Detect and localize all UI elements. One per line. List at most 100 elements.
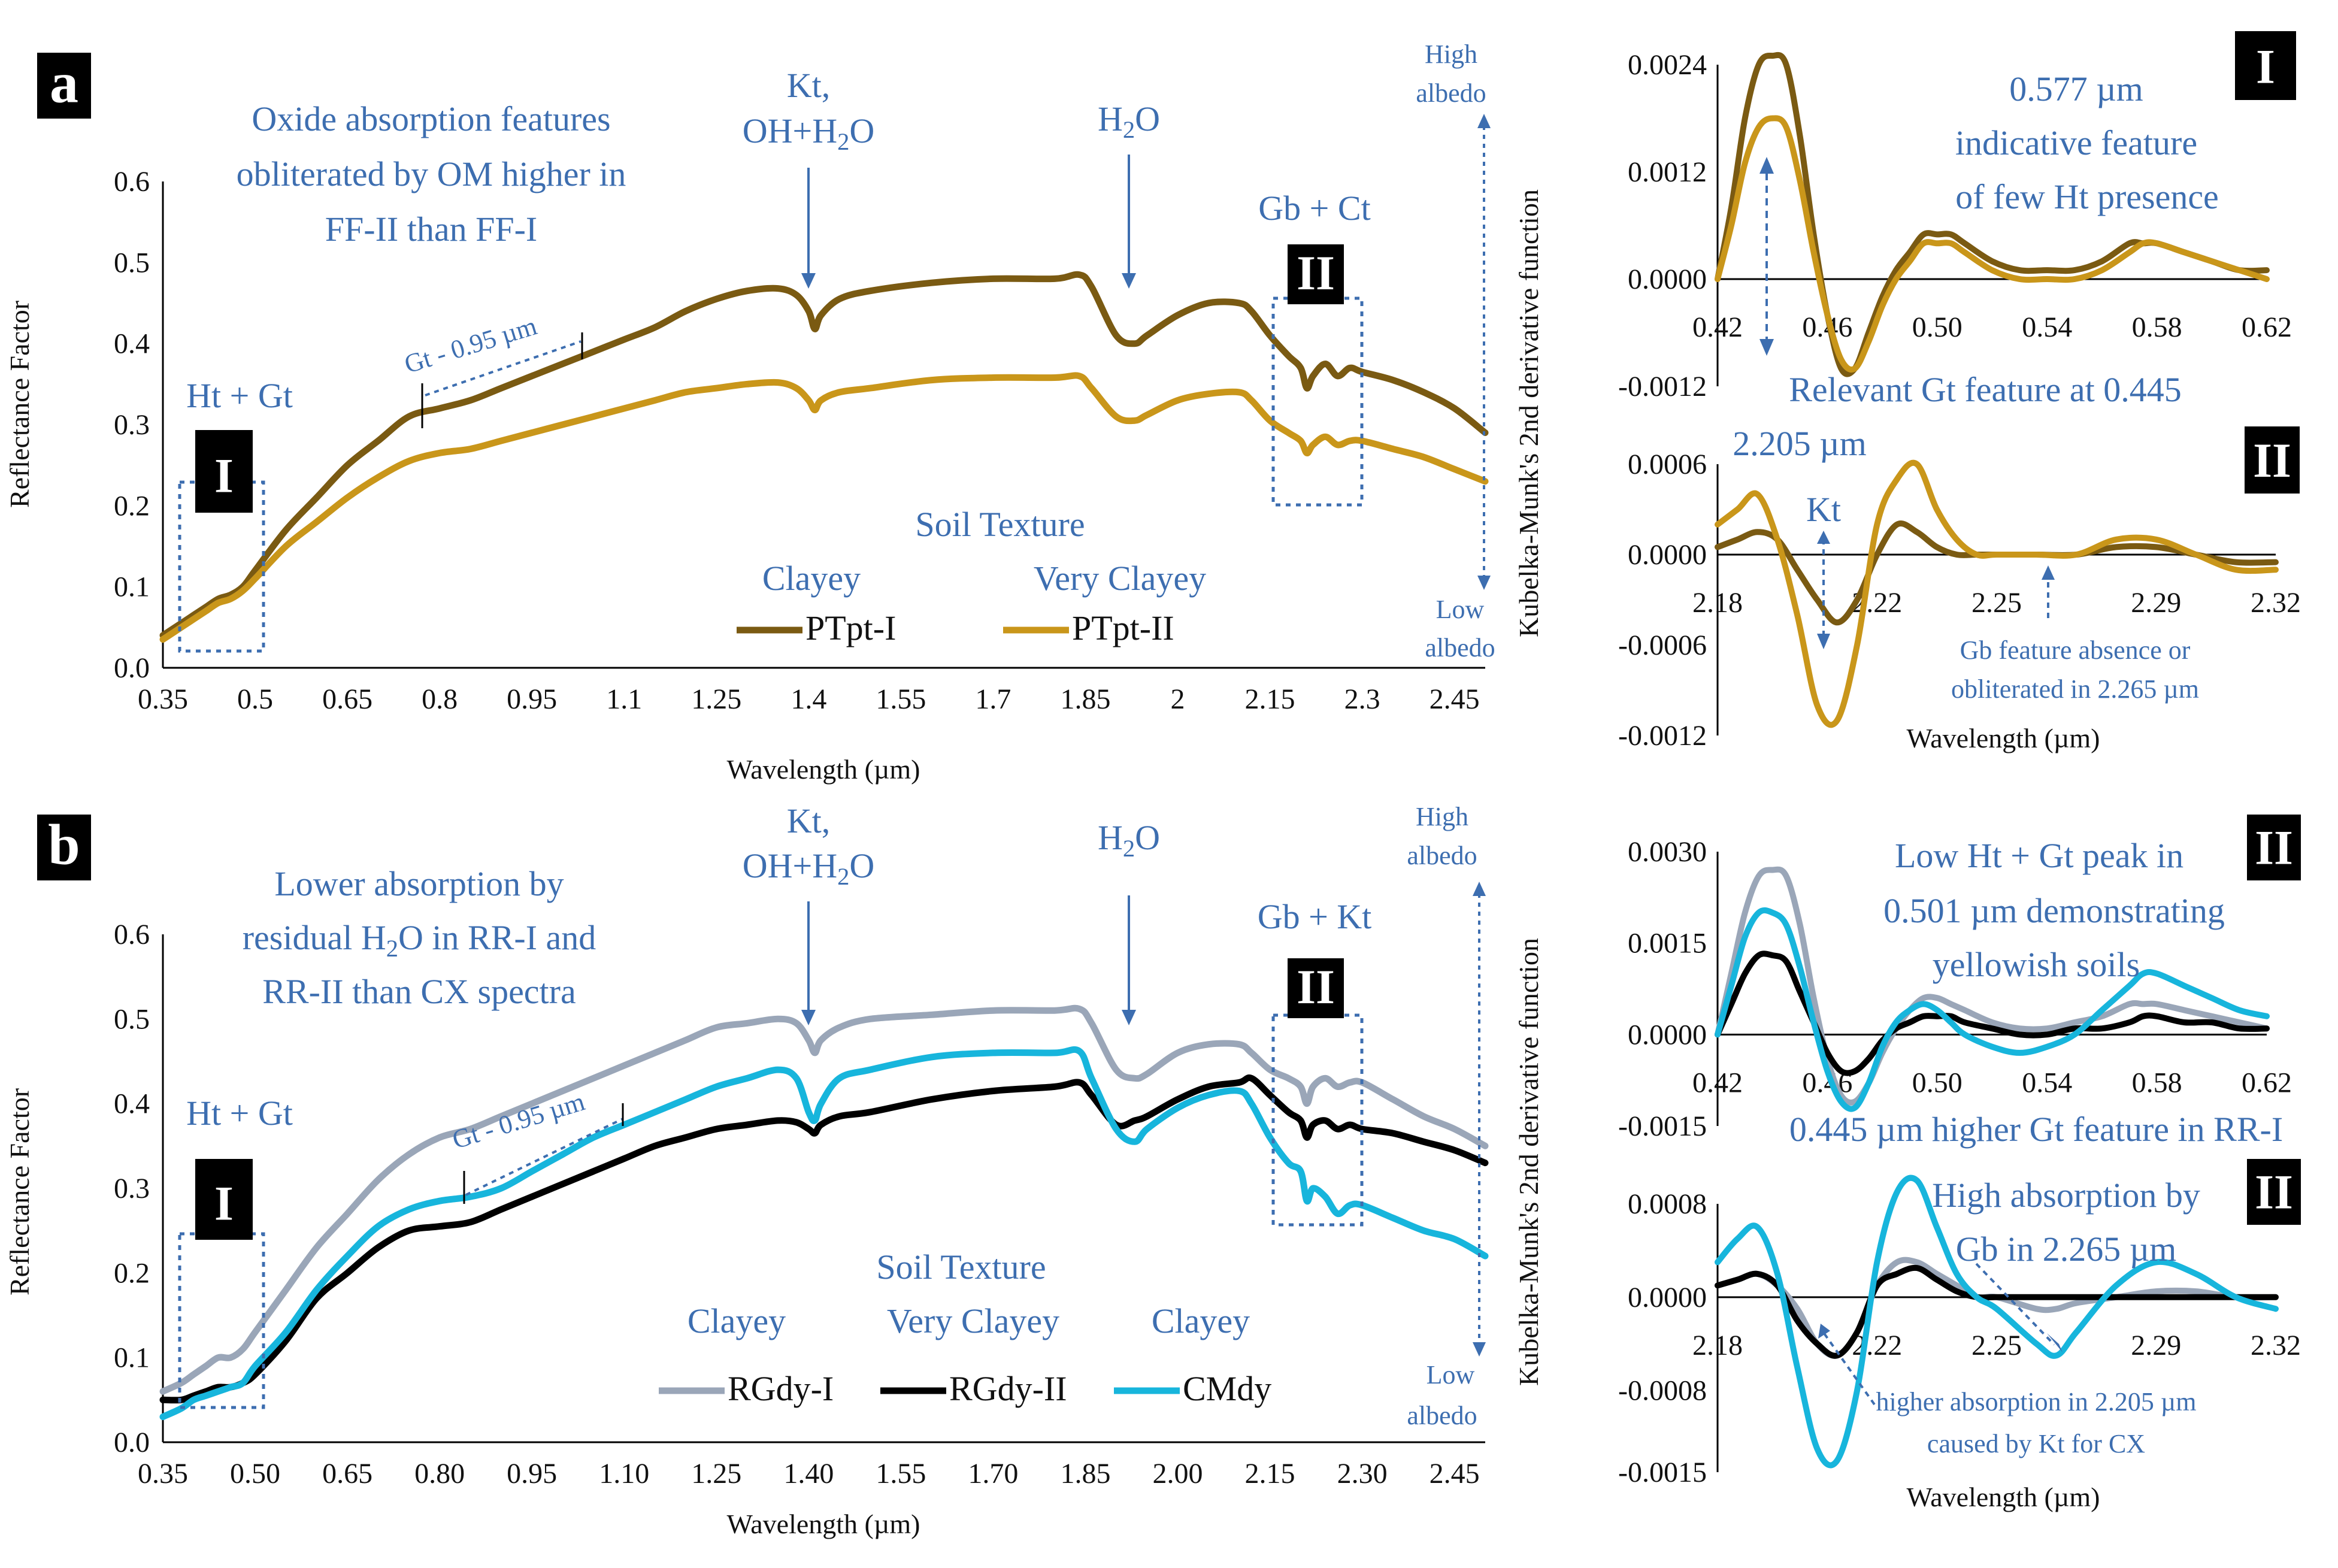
box-I-tag-b-bg xyxy=(195,1159,253,1240)
gb-high-arrow-head xyxy=(2047,1333,2063,1352)
albedo-arrow-b-up xyxy=(1473,882,1486,896)
x-tick-label: 2.15 xyxy=(1245,683,1295,715)
x-tick-label: 0.50 xyxy=(1912,311,1963,343)
lower-annotation: Lower absorption by xyxy=(274,864,564,903)
x-tick-label: 2.25 xyxy=(1971,587,2022,619)
roman-tag-b-I-bg xyxy=(2247,815,2301,880)
panel-label-a: a xyxy=(50,51,78,115)
kt-high-arrow-head xyxy=(1818,1324,1830,1339)
feature-annotation: 0.577 µm xyxy=(2009,69,2143,108)
x-tick-label: 2.45 xyxy=(1430,683,1480,715)
feature-annotation: indicative feature xyxy=(1955,123,2197,162)
kt-sub-label: Kt xyxy=(1806,490,1841,529)
low-albedo-label: albedo xyxy=(1425,633,1495,662)
y-tick-label: 0.0 xyxy=(114,652,150,684)
x-axis-title: Wavelength (µm) xyxy=(727,754,920,785)
ht-gt-label: Ht + Gt xyxy=(186,1094,293,1133)
kt-wavelength-label: 2.205 µm xyxy=(1733,424,1867,463)
oxide-annotation: Oxide absorption features xyxy=(252,99,610,138)
box-II-tag-a: II xyxy=(1297,246,1335,300)
gb-high-arrow xyxy=(1975,1263,2055,1346)
kt-sub-arrow-up xyxy=(1817,531,1830,544)
y-tick-label: -0.0015 xyxy=(1618,1110,1707,1142)
series-line-PTpt-II xyxy=(159,372,1489,643)
legend-title: Soil Texture xyxy=(915,505,1085,544)
x-tick-label: 1.85 xyxy=(1060,1458,1110,1490)
low-albedo-label: Low xyxy=(1436,595,1485,624)
y-tick-label: -0.0008 xyxy=(1618,1375,1707,1407)
x-tick-label: 2.00 xyxy=(1153,1458,1203,1490)
panel-label-b: b xyxy=(48,813,80,877)
y-tick-label: 0.0000 xyxy=(1628,264,1707,295)
series-line-PTpt-I xyxy=(159,271,1489,639)
y-tick-label: 0.6 xyxy=(114,166,150,198)
x-tick-label: 2.25 xyxy=(1971,1330,2022,1361)
x-tick-label: 0.80 xyxy=(414,1458,465,1490)
kt-label: Kt, xyxy=(787,66,831,105)
kt-high-annotation: higher absorption in 2.205 µm xyxy=(1876,1387,2197,1416)
y-tick-label: 0.3 xyxy=(114,1173,150,1204)
series-line-RGdy-II xyxy=(1715,1264,2279,1359)
y-tick-label: 0.0024 xyxy=(1628,49,1707,81)
x-tick-label: 1.25 xyxy=(691,1458,741,1490)
oxide-annotation: obliterated by OM higher in xyxy=(237,155,626,193)
high-albedo-label: High xyxy=(1425,40,1477,69)
texture-label: Clayey xyxy=(688,1301,786,1340)
box-I-tag-a: I xyxy=(214,449,234,503)
x-tick-label: 0.62 xyxy=(2242,311,2292,343)
x-tick-label: 1.1 xyxy=(606,683,642,715)
box-I-tag-a-bg xyxy=(195,430,253,513)
x-tick-label: 1.55 xyxy=(876,683,926,715)
kt-arrow-head xyxy=(801,1010,816,1025)
y-axis-title: Reflectance Factor xyxy=(4,1088,35,1295)
low-peak-annotation: 0.501 µm demonstrating xyxy=(1883,891,2225,930)
x-tick-label: 0.58 xyxy=(2132,311,2182,343)
series-line-PTpt-II xyxy=(1715,459,2279,728)
x-tick-label: 0.58 xyxy=(2132,1067,2182,1098)
gb-absence-annotation: obliterated in 2.265 µm xyxy=(1951,674,2199,704)
x-tick-label: 1.10 xyxy=(599,1458,649,1490)
y-tick-label: 0.0015 xyxy=(1628,928,1707,959)
derivative-y-axis-title: Kubelka-Munk's 2nd derivative function xyxy=(1513,189,1544,637)
y-tick-label: 0.2 xyxy=(114,490,150,522)
gt-annotation: Relevant Gt feature at 0.445 xyxy=(1789,370,2181,409)
x-tick-label: 1.4 xyxy=(791,683,826,715)
series-line-RGdy-I xyxy=(1715,1257,2279,1359)
kt-label: Kt, xyxy=(787,801,831,840)
feature-annotation: of few Ht presence xyxy=(1955,177,2219,216)
gb-ct-label: Gb + Ct xyxy=(1258,189,1370,228)
albedo-arrow-a-down xyxy=(1477,576,1491,590)
x-axis-title: Wavelength (µm) xyxy=(727,1509,920,1539)
lower-annotation: RR-II than CX spectra xyxy=(262,972,576,1011)
x-tick-label: 1.55 xyxy=(876,1458,926,1490)
legend-label-PTpt-I: PTpt-I xyxy=(805,609,896,647)
gt-095-label: Gt - 0.95 µm xyxy=(401,311,540,379)
texture-label: Very Clayey xyxy=(887,1301,1059,1340)
x-tick-label: 0.65 xyxy=(322,1458,372,1490)
roman-tag-a-I-bg xyxy=(2235,31,2296,100)
series-line-PTpt-I xyxy=(1715,520,2279,626)
kt-arrow-head xyxy=(801,273,816,289)
y-tick-label: 0.1 xyxy=(114,1342,150,1374)
panel-label-b-bg xyxy=(37,815,91,880)
y-tick-label: -0.0006 xyxy=(1618,629,1707,661)
low-albedo-label: albedo xyxy=(1407,1401,1477,1430)
y-tick-label: 0.0 xyxy=(114,1427,150,1458)
x-tick-label: 2.29 xyxy=(2131,1330,2181,1361)
x-axis-title: Wavelength (µm) xyxy=(1907,1482,2100,1512)
legend-label-CMdy: CMdy xyxy=(1183,1369,1271,1408)
x-tick-label: 2.29 xyxy=(2131,587,2181,619)
x-tick-label: 2.45 xyxy=(1430,1458,1480,1490)
roman-tag-b-II-bg xyxy=(2247,1159,2301,1225)
texture-label: Very Clayey xyxy=(1034,559,1206,598)
x-tick-label: 2.32 xyxy=(2251,1330,2301,1361)
y-tick-label: 0.4 xyxy=(114,328,150,360)
y-tick-label: -0.0012 xyxy=(1618,371,1707,402)
high-albedo-label: albedo xyxy=(1416,78,1486,108)
series-line-RGdy-II xyxy=(159,1074,1489,1404)
box-I-tag-b: I xyxy=(214,1176,234,1230)
gt-arrow-up xyxy=(1759,157,1774,174)
y-tick-label: 0.3 xyxy=(114,409,150,441)
y-tick-label: 0.5 xyxy=(114,247,150,279)
x-tick-label: 1.25 xyxy=(691,683,741,715)
